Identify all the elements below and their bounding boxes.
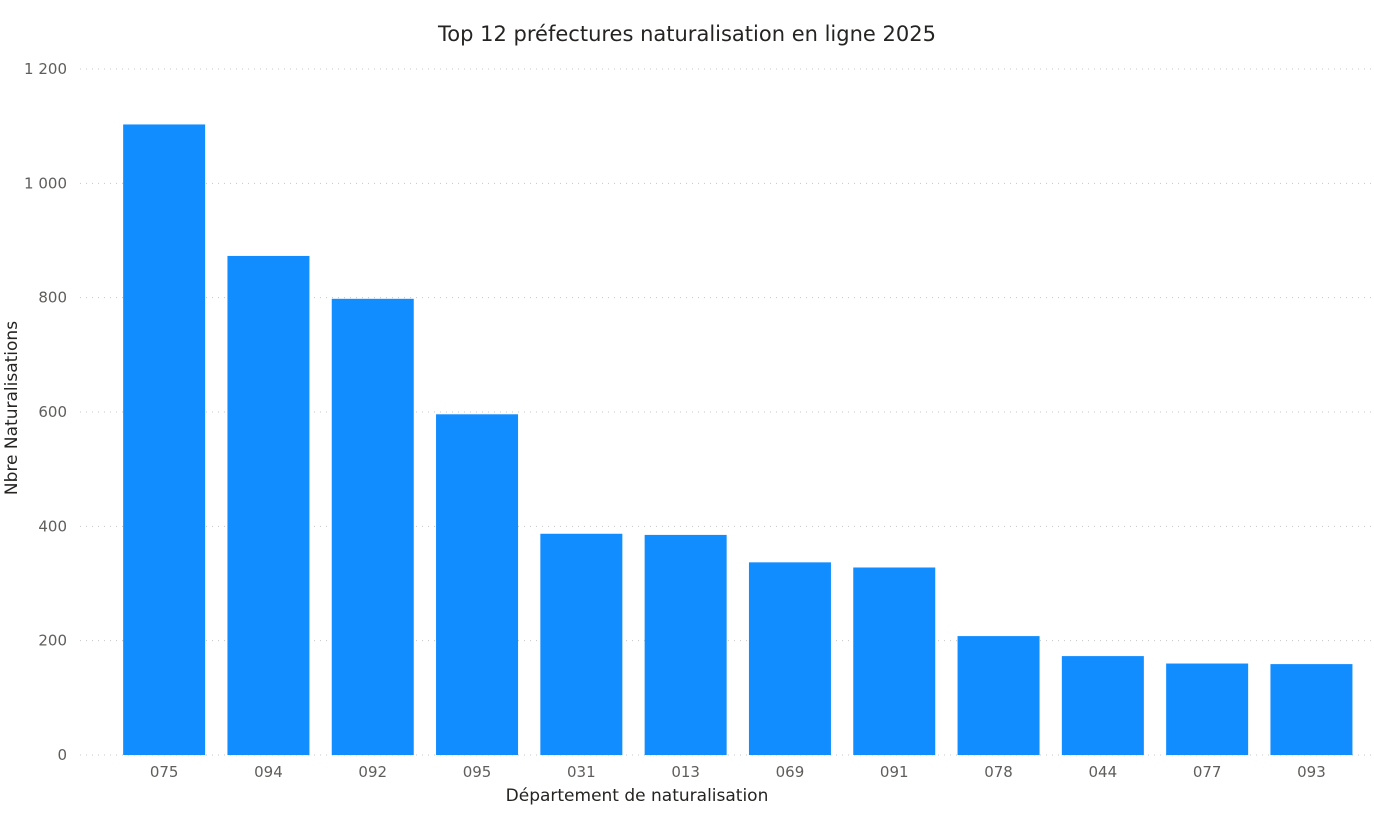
y-tick-label: 1 200 bbox=[24, 60, 67, 78]
y-tick-label: 600 bbox=[38, 403, 67, 421]
bar bbox=[1061, 656, 1144, 755]
x-tick-label: 078 bbox=[984, 763, 1013, 781]
bar bbox=[748, 562, 831, 755]
x-tick-label: 077 bbox=[1193, 763, 1222, 781]
x-tick-label: 093 bbox=[1297, 763, 1326, 781]
bar bbox=[540, 533, 623, 755]
x-tick-label: 013 bbox=[671, 763, 700, 781]
x-tick-label: 091 bbox=[880, 763, 909, 781]
bar bbox=[227, 255, 310, 755]
bar bbox=[1270, 664, 1353, 755]
y-tick-label: 200 bbox=[38, 632, 67, 650]
x-tick-label: 095 bbox=[463, 763, 492, 781]
x-tick-label: 094 bbox=[254, 763, 283, 781]
y-tick-label: 400 bbox=[38, 517, 67, 535]
chart-title: Top 12 préfectures naturalisation en lig… bbox=[438, 22, 936, 46]
bar bbox=[853, 567, 936, 755]
bar bbox=[644, 534, 727, 755]
x-tick-label: 031 bbox=[567, 763, 596, 781]
bar bbox=[436, 414, 519, 755]
y-tick-label: 1 000 bbox=[24, 174, 67, 192]
x-tick-label: 044 bbox=[1089, 763, 1118, 781]
y-tick-label: 800 bbox=[38, 289, 67, 307]
bar bbox=[957, 636, 1040, 755]
x-axis-label: Département de naturalisation bbox=[505, 786, 769, 806]
y-tick-label: 0 bbox=[57, 746, 67, 764]
bar bbox=[331, 298, 414, 755]
x-tick-label: 092 bbox=[358, 763, 387, 781]
bar bbox=[123, 124, 206, 756]
x-tick-label: 069 bbox=[776, 763, 805, 781]
bar bbox=[1166, 663, 1249, 755]
x-tick-label: 075 bbox=[150, 763, 179, 781]
